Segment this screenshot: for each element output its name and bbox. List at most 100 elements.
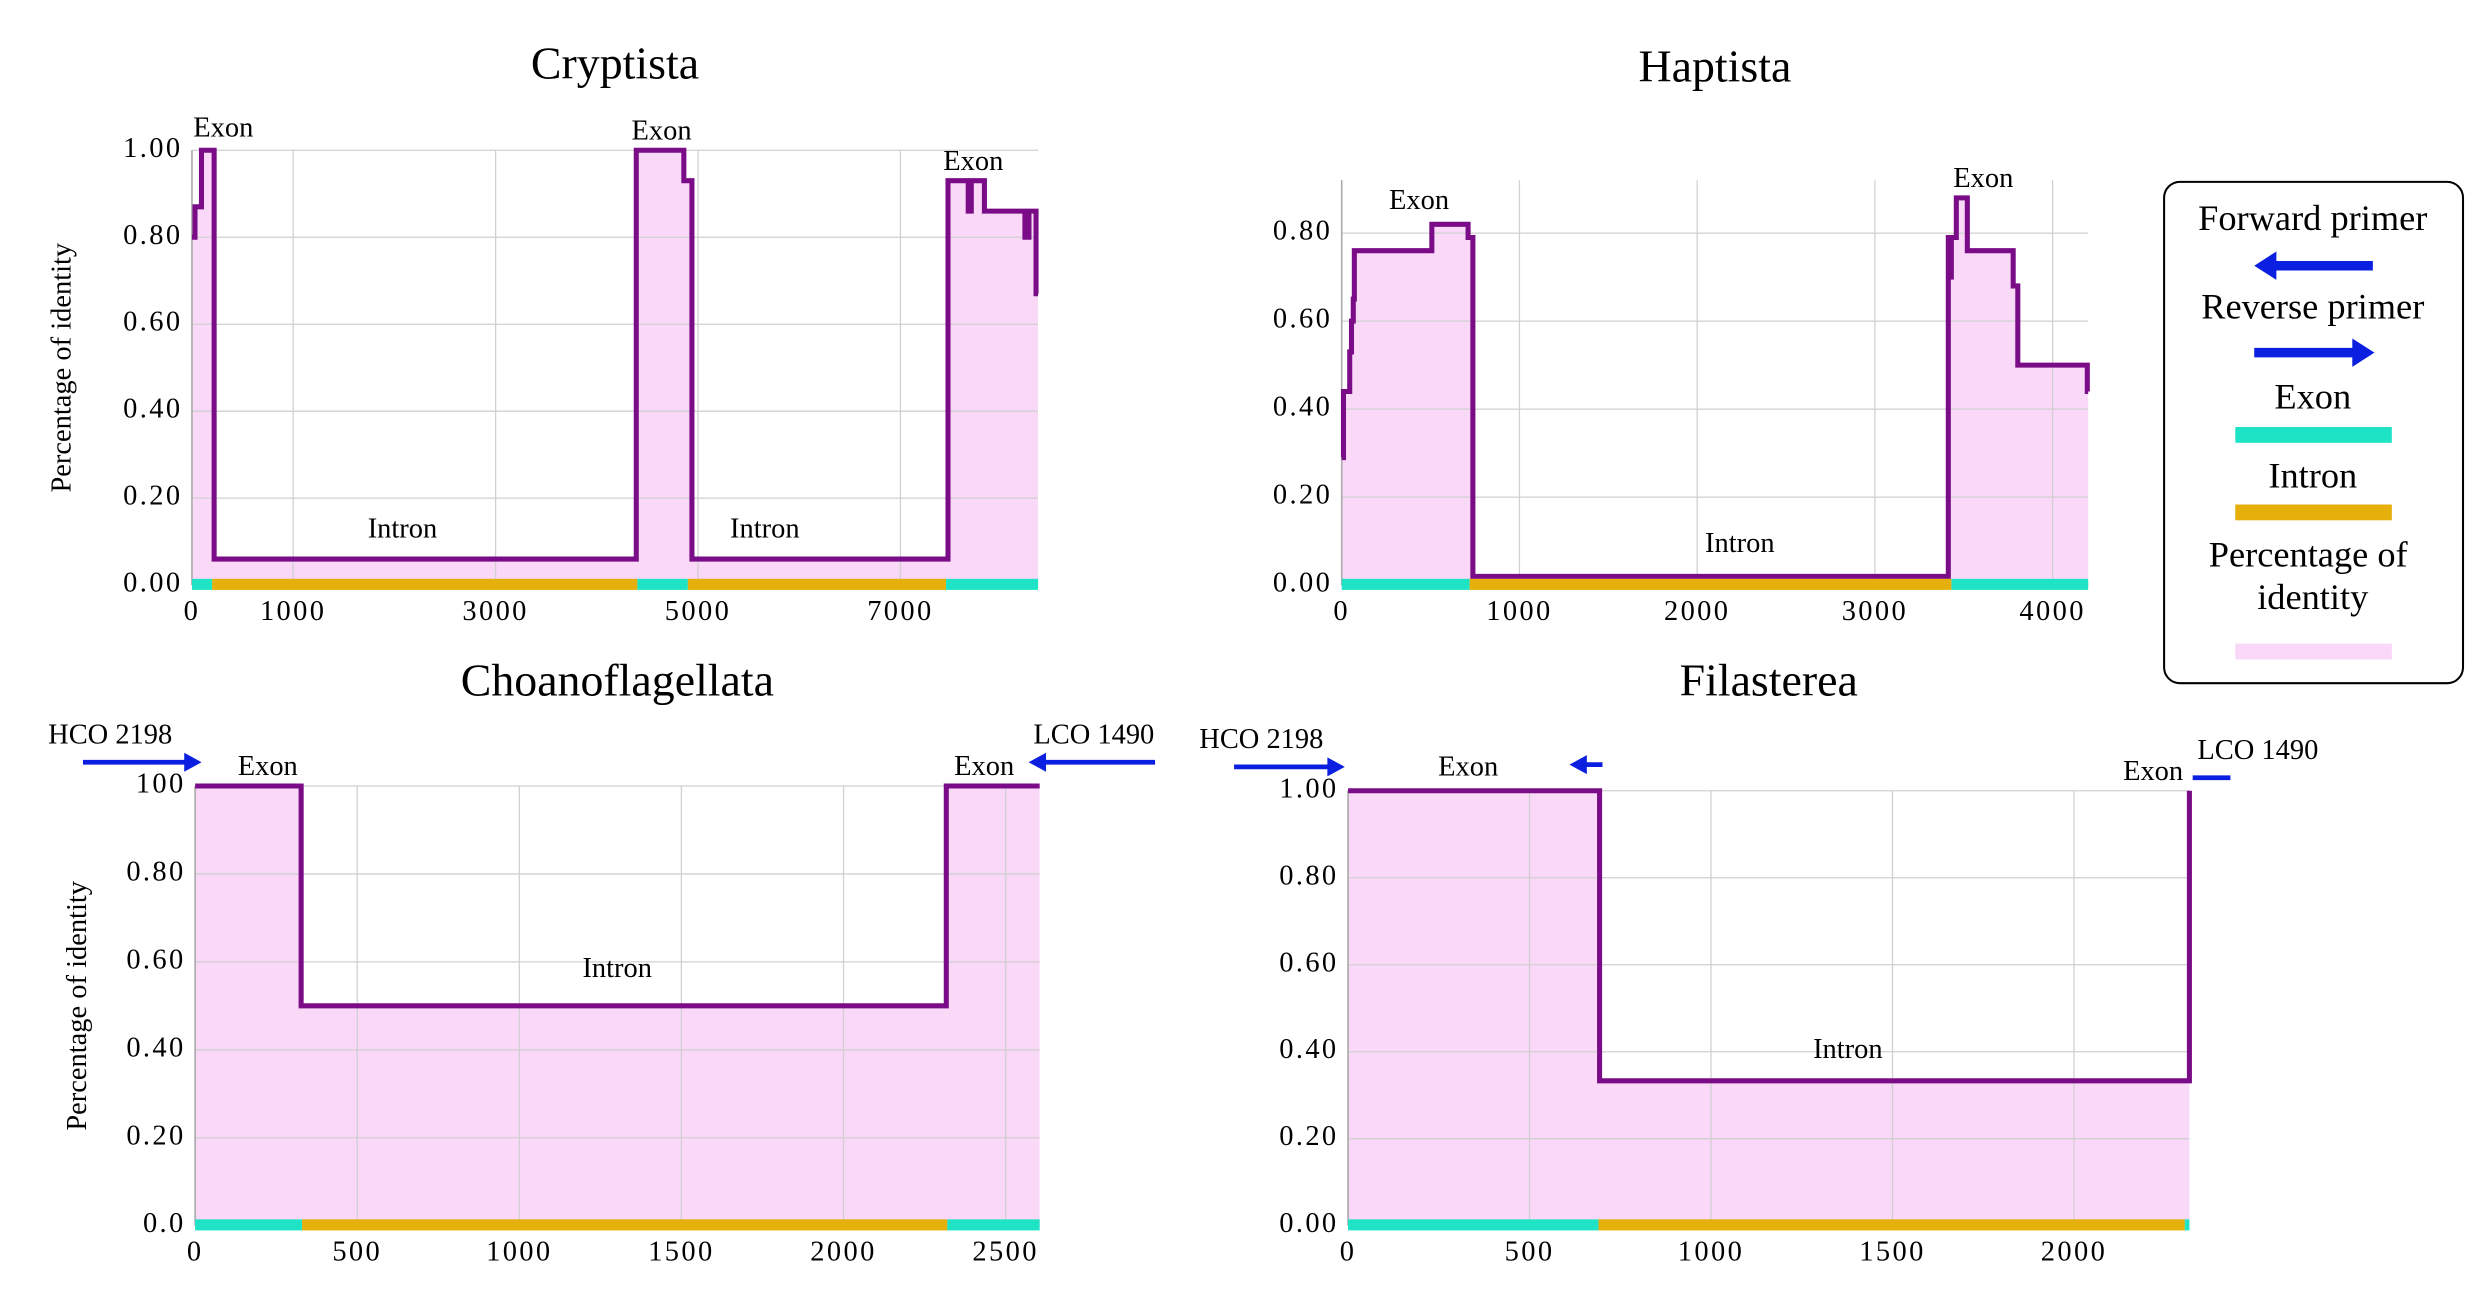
y-tick-label: 0.60 — [1273, 304, 1332, 335]
exon-bar — [2184, 1219, 2190, 1231]
y-tick-label: 0.20 — [123, 481, 182, 512]
legend-label: Exon — [2274, 376, 2351, 416]
y-tick-label: 0.80 — [1279, 860, 1338, 891]
exon-bar — [1348, 1219, 1599, 1231]
identity-line — [191, 147, 1039, 562]
x-tick-label: 2500 — [972, 1237, 1038, 1268]
region-label: Exon — [2123, 756, 2183, 787]
intron-bar — [687, 578, 946, 590]
y-tick-label: 0.40 — [1279, 1034, 1338, 1065]
legend-label: Reverse primer — [2201, 286, 2424, 326]
y-tick-label: 0.60 — [1279, 947, 1338, 978]
region-label: Intron — [1705, 528, 1775, 559]
region-label: Exon — [954, 751, 1014, 782]
legend-line: Percentage of — [2209, 535, 2417, 575]
exon-bar — [1341, 578, 1470, 590]
legend-line: identity — [2257, 577, 2369, 617]
y-tick-label: 0.60 — [126, 944, 185, 975]
chart-title: Filasterea — [1680, 654, 1858, 705]
y-tick-label: 0.40 — [1273, 392, 1332, 423]
x-tick-label: 1000 — [486, 1237, 552, 1268]
exon-bar — [1951, 578, 2089, 590]
identity-area — [191, 150, 1039, 586]
x-tick-label: 1500 — [648, 1237, 714, 1268]
region-label: Exon — [943, 146, 1003, 177]
intron-bar — [302, 1219, 948, 1231]
x-tick-label: 3000 — [462, 596, 528, 627]
x-tick-label: 2000 — [1664, 596, 1730, 627]
x-tick-label: 0 — [1333, 596, 1350, 627]
region-label: Intron — [1813, 1034, 1883, 1065]
x-tick-label: 500 — [1505, 1237, 1555, 1268]
identity-area — [1341, 197, 2089, 586]
x-tick-label: 1000 — [1486, 596, 1552, 627]
y-tick-label: 0.40 — [123, 394, 182, 425]
region-label: Exon — [238, 751, 298, 782]
arrow-head — [1327, 757, 1345, 777]
identity-area — [1348, 790, 2190, 1226]
arrow-head — [2352, 338, 2375, 367]
y-tick-label: 0.00 — [1279, 1208, 1338, 1239]
region-label: Exon — [193, 112, 253, 143]
exon-bar — [945, 578, 1039, 590]
y-axis-label: Percentage of identity — [62, 880, 93, 1130]
x-tick-label: 2000 — [2041, 1237, 2107, 1268]
chart-title: Choanoflagellata — [461, 654, 774, 705]
arrow-head — [1028, 752, 1047, 772]
x-tick-label: 3000 — [1842, 596, 1908, 627]
legend-swatch — [2235, 643, 2392, 660]
region-label: Intron — [582, 953, 652, 984]
intron-bar — [212, 578, 638, 590]
region-label: Exon — [1438, 752, 1498, 783]
x-tick-label: 1000 — [260, 596, 326, 627]
x-tick-label: 1500 — [1859, 1237, 1925, 1268]
arrow-head — [2254, 251, 2277, 280]
x-tick-label: 7000 — [867, 596, 933, 627]
legend-label: Forward primer — [2198, 198, 2427, 238]
y-tick-label: 0.20 — [1279, 1121, 1338, 1152]
y-tick-label: 0.80 — [1273, 216, 1332, 247]
y-tick-label: 0.60 — [123, 307, 182, 338]
region-label: Intron — [730, 513, 800, 544]
x-tick-label: 500 — [332, 1237, 382, 1268]
identity-line — [195, 783, 1040, 1009]
y-tick-label: 1.00 — [123, 133, 182, 164]
primer-label: LCO 1490 — [1033, 719, 1154, 750]
x-tick-label: 1000 — [1678, 1237, 1744, 1268]
x-tick-label: 0 — [187, 1237, 204, 1268]
legend-swatch — [2235, 427, 2392, 443]
region-label: Exon — [1389, 185, 1449, 216]
chart-title: Cryptista — [531, 38, 699, 89]
y-tick-label: 0.00 — [123, 568, 182, 599]
legend-swatch — [2235, 504, 2392, 521]
y-tick-label: 0.80 — [126, 856, 185, 887]
arrow-head — [184, 752, 202, 772]
region-label: Intron — [368, 513, 438, 544]
region-label: Exon — [1953, 163, 2013, 194]
intron-bar — [1598, 1219, 2185, 1231]
x-tick-label: 4000 — [2019, 596, 2085, 627]
exon-bar — [195, 1219, 303, 1231]
exon-bar — [191, 578, 213, 590]
y-tick-label: 1.00 — [1279, 773, 1338, 804]
y-tick-label: 100 — [136, 769, 186, 800]
y-tick-label: 0.0 — [143, 1208, 186, 1239]
identity-line — [1340, 195, 2090, 579]
chart-title: Haptista — [1639, 41, 1792, 92]
intron-bar — [1469, 578, 1952, 590]
x-tick-label: 0 — [184, 596, 201, 627]
y-tick-label: 0.40 — [126, 1032, 185, 1063]
exon-bar — [947, 1219, 1040, 1231]
primer-label: HCO 2198 — [1199, 724, 1323, 755]
identity-line — [1348, 788, 2192, 1084]
y-tick-label: 0.20 — [1273, 480, 1332, 511]
primer-label: LCO 1490 — [2197, 735, 2318, 766]
x-tick-label: 0 — [1340, 1237, 1357, 1268]
y-axis-label: Percentage of identity — [46, 242, 77, 492]
x-tick-label: 2000 — [810, 1237, 876, 1268]
legend-label: Intron — [2268, 456, 2357, 496]
legend-label: Percentage of identity — [2209, 535, 2417, 618]
exon-bar — [637, 578, 688, 590]
region-label: Exon — [632, 115, 692, 146]
